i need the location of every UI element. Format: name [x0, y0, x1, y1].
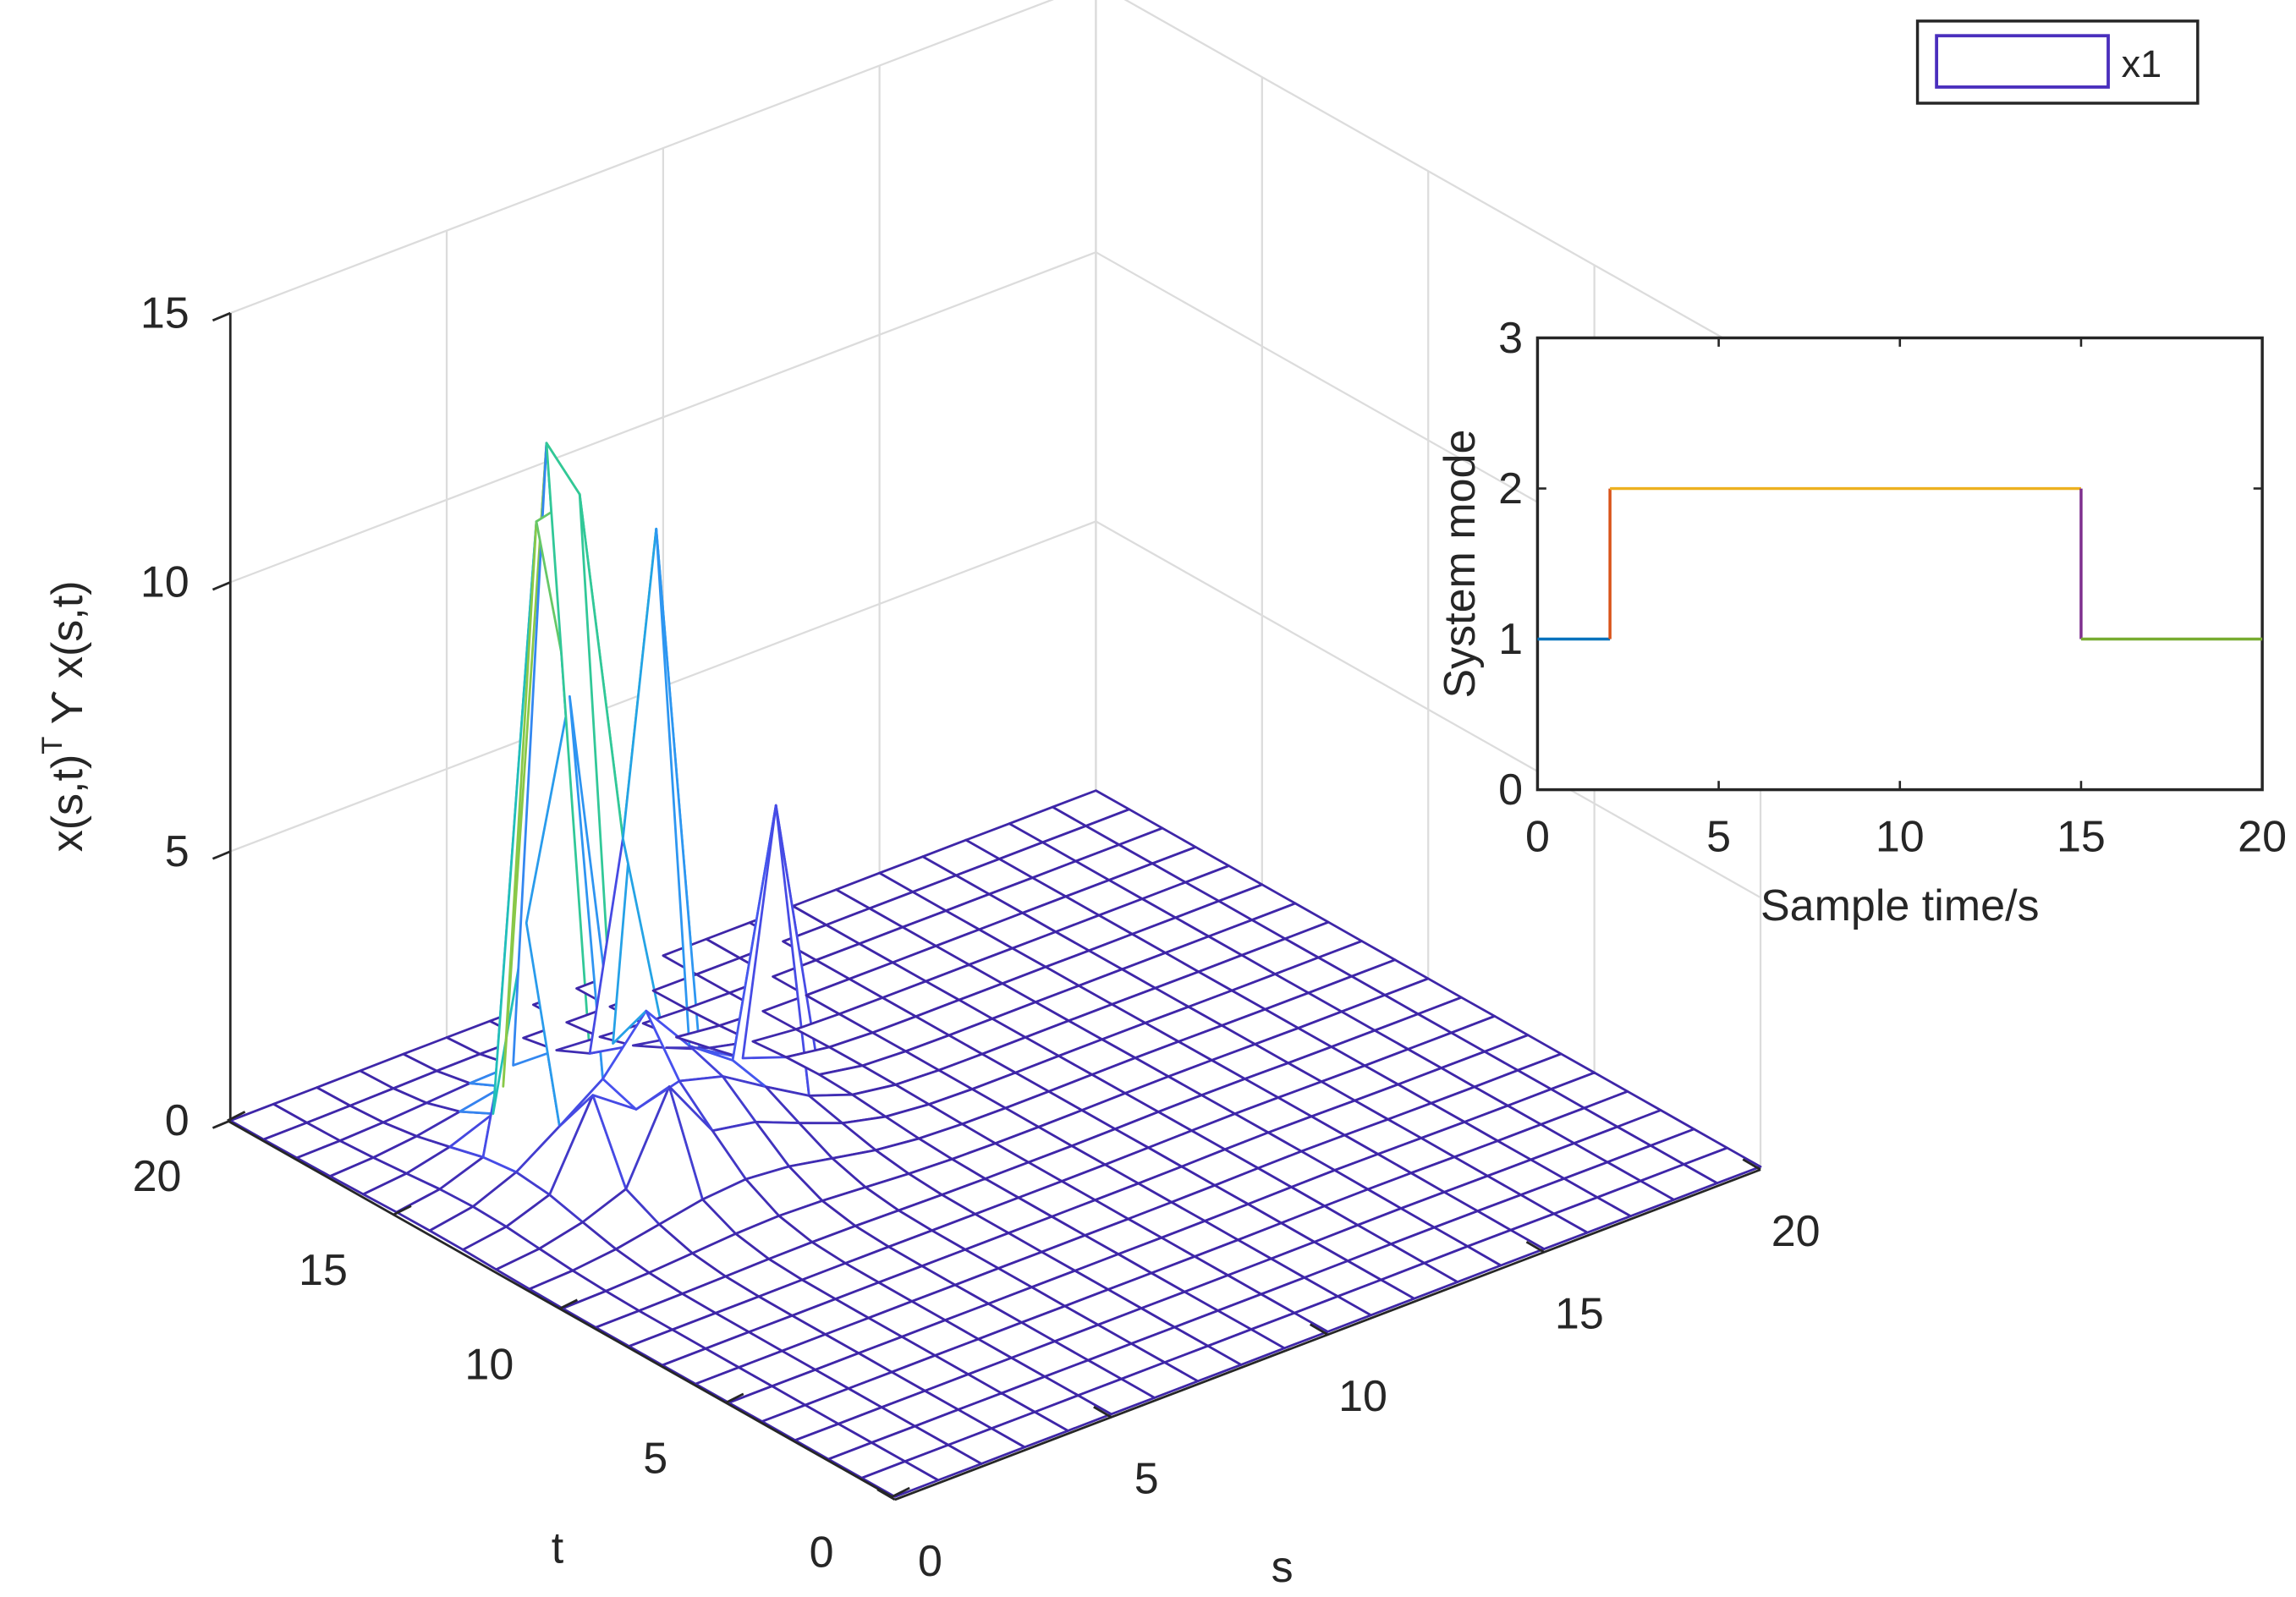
legend[interactable]: x1: [1915, 19, 2200, 105]
s-tick-label: 15: [1555, 1289, 1604, 1338]
inset-series: [1537, 486, 2263, 641]
x-axis-label: s: [1272, 1543, 1294, 1592]
inset-y-tick-label: 3: [1498, 314, 1523, 363]
s-tick-label: 20: [1771, 1207, 1821, 1256]
inset-y-tick-label: 2: [1498, 464, 1523, 513]
z-tick-label: 15: [140, 288, 190, 338]
legend-swatch: [1935, 34, 2110, 89]
s-tick: [1525, 1240, 1545, 1254]
z-tick-label: 10: [140, 558, 190, 607]
s-tick: [1309, 1323, 1329, 1336]
s-tick-label: 5: [1134, 1455, 1159, 1504]
s-tick-label: 10: [1338, 1372, 1387, 1421]
s-tick: [1742, 1158, 1761, 1171]
surface-cell: [1683, 1146, 1762, 1185]
z-axis-label-left: x(s,t): [43, 755, 92, 853]
z-tick: [211, 1119, 231, 1129]
z-wall-gridline: [229, 0, 1761, 360]
t-tick: [558, 1298, 579, 1310]
z-tick-label: 0: [165, 1096, 190, 1145]
inset-ticks: 0 5 10 15 20 0 1 2 3: [1498, 314, 2287, 862]
legend-label: x1: [2122, 42, 2162, 85]
inset-mode-plot: 0 5 10 15 20 0 1 2 3 Sample time/s System mode: [1436, 314, 2287, 930]
inset-y-tick-label: 0: [1498, 766, 1523, 815]
inset-x-tick-label: 15: [2057, 812, 2106, 861]
inset-y-label: System mode: [1436, 430, 1485, 699]
t-tick: [227, 1111, 246, 1122]
inset-x-tick-label: 20: [2238, 812, 2287, 861]
inset-x-tick-label: 5: [1706, 812, 1731, 861]
t-tick-label: 5: [643, 1435, 667, 1484]
z-tick: [211, 581, 231, 591]
z-tick: [211, 850, 231, 860]
s-tick-label: 0: [918, 1537, 942, 1586]
inset-y-tick-label: 1: [1498, 615, 1523, 664]
z-axis-label-right: ϒ x(s,t): [43, 580, 92, 724]
inset-plot-area: [1535, 336, 2264, 792]
surface-mesh: [228, 442, 1762, 1498]
t-tick-label: 15: [299, 1246, 348, 1295]
z-axis-label: x(s,t)T ϒ x(s,t): [36, 580, 92, 852]
inset-x-tick-label: 0: [1525, 812, 1550, 861]
s-tick: [1093, 1406, 1112, 1419]
t-tick-label: 20: [133, 1152, 182, 1201]
y-axis-label: t: [552, 1524, 564, 1573]
inset-x-label: Sample time/s: [1760, 881, 2040, 930]
t-tick-label: 10: [464, 1340, 514, 1389]
s-tick: [876, 1488, 896, 1501]
inset-x-tick-label: 10: [1876, 812, 1925, 861]
z-tick-label: 5: [165, 827, 190, 876]
z-axis-label-sup: T: [36, 737, 69, 755]
t-tick-label: 0: [810, 1528, 834, 1578]
z-tick: [211, 311, 231, 322]
z-wall-gridline: [229, 250, 1761, 629]
t-tick: [891, 1486, 910, 1498]
t-tick: [393, 1205, 412, 1216]
t-tick: [725, 1392, 744, 1404]
